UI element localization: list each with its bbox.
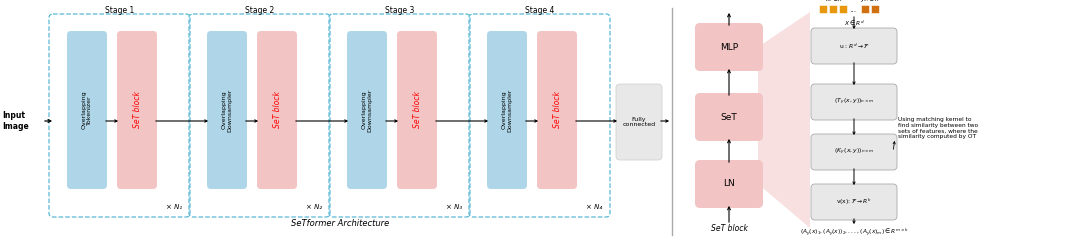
Text: Overlapping
Downsampler: Overlapping Downsampler: [362, 88, 373, 132]
Polygon shape: [758, 12, 810, 228]
Text: $(K_y\,(x, y))_{n\times m}$: $(K_y\,(x, y))_{n\times m}$: [834, 147, 875, 157]
Bar: [861, 5, 869, 13]
Bar: [839, 5, 847, 13]
Text: × N₁: × N₁: [166, 204, 183, 210]
FancyBboxPatch shape: [207, 31, 247, 189]
FancyBboxPatch shape: [696, 160, 762, 208]
FancyBboxPatch shape: [811, 134, 897, 170]
FancyBboxPatch shape: [696, 93, 762, 141]
FancyBboxPatch shape: [616, 84, 662, 160]
Text: SeT block: SeT block: [272, 92, 282, 128]
Text: $y_m \in X$: $y_m \in X$: [860, 0, 880, 4]
Bar: [829, 5, 837, 13]
FancyBboxPatch shape: [811, 28, 897, 64]
Text: × N₃: × N₃: [446, 204, 462, 210]
FancyBboxPatch shape: [537, 31, 577, 189]
Text: MLP: MLP: [720, 42, 738, 52]
Text: Stage 3: Stage 3: [384, 6, 415, 15]
Bar: [819, 5, 827, 13]
FancyBboxPatch shape: [811, 84, 897, 120]
Text: Overlapping
Tokenizer: Overlapping Tokenizer: [82, 91, 93, 129]
Text: $(A_y(x)_1,(A_y(x))_2,..., (A_y(x)_m) \in R^{m\times k}$: $(A_y(x)_1,(A_y(x))_2,..., (A_y(x)_m) \i…: [799, 227, 908, 238]
Bar: [870, 5, 879, 13]
Text: Overlapping
Downsampler: Overlapping Downsampler: [221, 88, 232, 132]
FancyBboxPatch shape: [67, 31, 107, 189]
Text: SeT block: SeT block: [553, 92, 562, 128]
Text: × N₂: × N₂: [306, 204, 322, 210]
FancyBboxPatch shape: [397, 31, 437, 189]
Text: × N₄: × N₄: [585, 204, 602, 210]
Text: Input
Image: Input Image: [2, 111, 29, 131]
FancyBboxPatch shape: [487, 31, 527, 189]
Text: Stage 4: Stage 4: [525, 6, 554, 15]
Text: SeTformer Architecture: SeTformer Architecture: [291, 219, 389, 228]
Text: Stage 2: Stage 2: [245, 6, 274, 15]
FancyBboxPatch shape: [117, 31, 157, 189]
Text: Fully
connected: Fully connected: [622, 117, 656, 127]
Text: SeT block: SeT block: [133, 92, 141, 128]
Text: v(x): $\mathcal{F}$$\rightarrow$$R^k$: v(x): $\mathcal{F}$$\rightarrow$$R^k$: [836, 197, 872, 207]
Text: $X\in R^d$: $X\in R^d$: [843, 18, 864, 28]
FancyBboxPatch shape: [347, 31, 387, 189]
Text: LN: LN: [724, 180, 734, 188]
Text: Overlapping
Downsampler: Overlapping Downsampler: [501, 88, 512, 132]
FancyBboxPatch shape: [696, 23, 762, 71]
Text: SeT: SeT: [720, 113, 738, 121]
Text: SeT block: SeT block: [413, 92, 421, 128]
Text: SeT block: SeT block: [711, 224, 747, 233]
FancyBboxPatch shape: [811, 184, 897, 220]
Text: $x_n \in X$: $x_n \in X$: [825, 0, 843, 4]
Text: $(T_y\,(x, y))_{n\times m}$: $(T_y\,(x, y))_{n\times m}$: [834, 97, 874, 107]
Text: u : $R^d$$\rightarrow$$\mathcal{F}$: u : $R^d$$\rightarrow$$\mathcal{F}$: [839, 41, 869, 51]
Text: Using matching kernel to
find similarity between two
sets of features, where the: Using matching kernel to find similarity…: [897, 117, 978, 139]
Text: Stage 1: Stage 1: [105, 6, 134, 15]
FancyBboxPatch shape: [257, 31, 297, 189]
Text: ...: ...: [850, 5, 856, 13]
